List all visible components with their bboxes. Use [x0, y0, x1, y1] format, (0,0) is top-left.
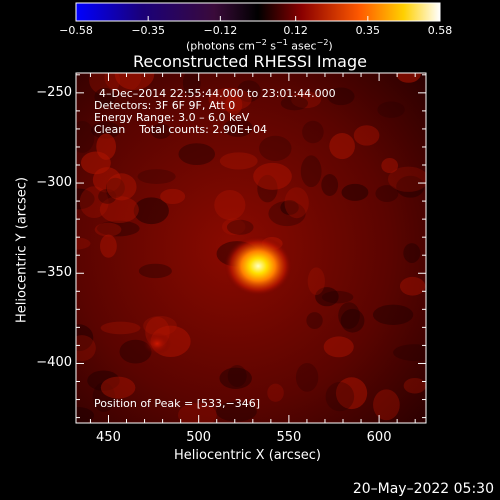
annotation-clean: Clean Total counts: 2.90E+04: [94, 123, 268, 136]
colorbar-tick-label: 0.35: [355, 24, 381, 37]
x-tick-label: 600: [366, 430, 392, 445]
x-tick-label: 450: [96, 430, 121, 445]
secondary-source: [143, 332, 172, 355]
x-tick-label: 550: [276, 430, 302, 445]
x-tick-label: 500: [186, 430, 212, 445]
colorbar-ticks: [75, 16, 441, 21]
y-tick-label: −350: [36, 265, 72, 281]
annotation-peak-position: Position of Peak = [533,−346]: [94, 397, 261, 410]
footer-timestamp: 20–May–2022 05:30: [352, 481, 494, 497]
y-tick-label: −300: [36, 175, 72, 191]
colorbar-tick-label: −0.35: [131, 24, 166, 37]
colorbar: [75, 2, 441, 22]
x-axis-label: Heliocentric X (arcsec): [174, 448, 321, 463]
colorbar-tick-label: 0.58: [427, 24, 453, 37]
y-tick-label: −250: [36, 84, 72, 100]
colorbar-unit-label: (photons cm−2 s−1 asec−2): [186, 38, 333, 53]
chart-title: Reconstructed RHESSI Image: [133, 52, 367, 71]
y-tick-label: −400: [36, 355, 72, 371]
plot-frame: [75, 72, 427, 424]
colorbar-tick-label: −0.12: [203, 24, 238, 37]
annotation-time-range: 4–Dec–2014 22:55:44.000 to 23:01:44.000: [99, 87, 336, 100]
annotation-energy: Energy Range: 3.0 – 6.0 keV: [94, 111, 250, 124]
colorbar-tick-label: 0.12: [283, 24, 308, 37]
y-axis-label: Heliocentric Y (arcsec): [14, 177, 30, 323]
peak-source: [224, 236, 293, 297]
axis-ticks: [76, 73, 426, 423]
heatmap-image: [76, 73, 426, 423]
colorbar-tick-label: −0.58: [59, 24, 93, 37]
annotation-detectors: Detectors: 3F 6F 9F, Att 0: [94, 99, 236, 112]
